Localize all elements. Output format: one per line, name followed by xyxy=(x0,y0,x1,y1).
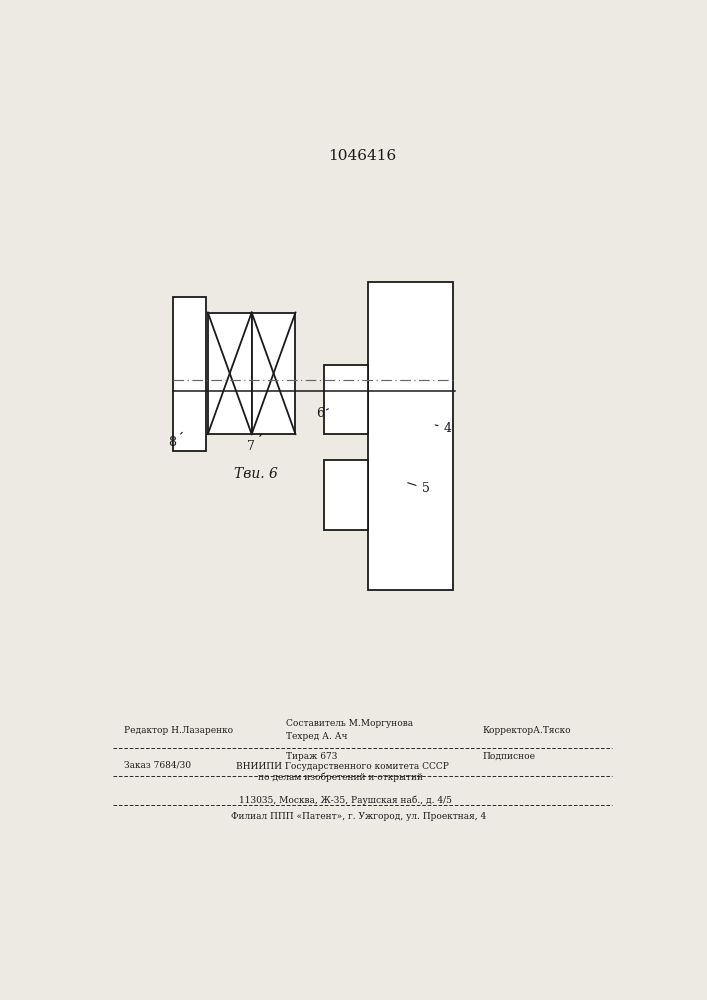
Text: 113035, Москва, Ж-35, Раушская наб., д. 4/5: 113035, Москва, Ж-35, Раушская наб., д. … xyxy=(239,795,452,805)
Bar xyxy=(208,312,252,434)
Text: 5: 5 xyxy=(408,482,429,495)
Text: 6: 6 xyxy=(316,407,328,420)
Text: Подписное: Подписное xyxy=(483,752,536,761)
Text: Техред А. Ач: Техред А. Ач xyxy=(286,732,347,741)
Text: по делам изобретений и открытий: по делам изобретений и открытий xyxy=(258,773,423,782)
Bar xyxy=(324,365,368,434)
Text: 7: 7 xyxy=(247,434,262,453)
Text: Филиал ППП «Патент», г. Ужгород, ул. Проектная, 4: Филиал ППП «Патент», г. Ужгород, ул. Про… xyxy=(231,812,486,821)
Bar xyxy=(368,282,452,590)
Text: Тираж 673: Тираж 673 xyxy=(286,752,337,761)
Text: КорректорА.Тяско: КорректорА.Тяско xyxy=(483,726,571,735)
Text: Τви. 6: Τви. 6 xyxy=(233,467,277,481)
Text: Составитель М.Моргунова: Составитель М.Моргунова xyxy=(286,719,413,728)
Text: Редактор Н.Лазаренко: Редактор Н.Лазаренко xyxy=(124,726,233,735)
Text: 4: 4 xyxy=(435,422,452,435)
Bar xyxy=(173,297,206,451)
Bar xyxy=(252,312,296,434)
Text: Заказ 7684/30: Заказ 7684/30 xyxy=(124,761,191,770)
Text: ВНИИПИ Государственного комитета СССР: ВНИИПИ Государственного комитета СССР xyxy=(236,762,449,771)
Text: 1046416: 1046416 xyxy=(328,149,397,163)
Bar xyxy=(324,460,368,530)
Text: 8: 8 xyxy=(168,432,182,449)
